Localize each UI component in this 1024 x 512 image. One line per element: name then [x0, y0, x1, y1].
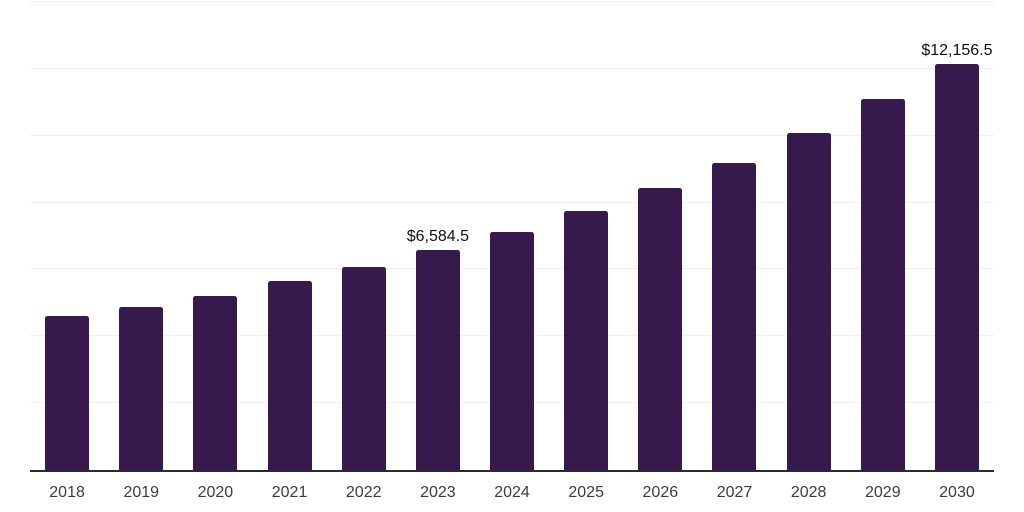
bar-slot — [772, 2, 846, 470]
x-tick-label: 2026 — [642, 484, 679, 501]
bar-slot — [697, 2, 771, 470]
gridline — [30, 67, 994, 69]
bar-2028[interactable] — [786, 132, 831, 470]
bar-slot — [104, 2, 178, 470]
bar-slot — [846, 2, 920, 470]
x-tick-label: 2018 — [49, 484, 85, 501]
bar-2026[interactable] — [638, 187, 683, 470]
bar-slot — [178, 2, 252, 470]
bar-2027[interactable] — [712, 162, 757, 470]
x-tick-label: 2023 — [420, 484, 456, 501]
gridline — [30, 201, 994, 203]
bar-2030[interactable] — [934, 63, 979, 470]
bar-slot — [30, 2, 104, 470]
bar-2021[interactable] — [267, 281, 312, 470]
bar-2022[interactable] — [341, 266, 386, 470]
gridline — [30, 1, 994, 2]
x-tick-label: 2019 — [123, 484, 160, 501]
bar-value-label: $6,584.5 — [406, 227, 469, 245]
bar-2023[interactable] — [415, 249, 460, 470]
bar-2019[interactable] — [119, 306, 164, 470]
bar-2025[interactable] — [564, 210, 609, 470]
x-tick-label: 2020 — [197, 484, 234, 501]
x-tick-label: 2022 — [345, 484, 382, 501]
bar-slot — [327, 2, 401, 470]
x-tick-label: 2024 — [494, 484, 530, 501]
bar-slot — [475, 2, 549, 470]
x-axis-tick-labels: 2018 2019 2020 2021 2022 2023 2024 2025 2026 2027… — [30, 471, 994, 502]
x-tick-label: 2028 — [790, 484, 827, 501]
bar-slot — [623, 2, 697, 470]
bar-value-label: $12,156.5 — [921, 41, 993, 59]
bars-row: $6,584.5 $12,156.5 — [30, 2, 994, 470]
x-tick-label: 2029 — [865, 484, 901, 501]
bar-slot: $12,156.5 — [920, 2, 994, 470]
x-axis-line — [30, 470, 994, 472]
bar-slot: $6,584.5 — [401, 2, 475, 470]
x-tick-label: 2021 — [271, 484, 308, 501]
x-tick-label: 2025 — [568, 484, 604, 501]
gridline — [30, 134, 994, 136]
bar-2024[interactable] — [490, 231, 535, 470]
bar-2020[interactable] — [193, 295, 238, 470]
bar-slot — [549, 2, 623, 470]
bar-2029[interactable] — [860, 98, 905, 470]
bar-2018[interactable] — [45, 316, 90, 470]
x-tick-label: 2030 — [939, 484, 975, 501]
x-tick-label: 2027 — [716, 484, 753, 501]
bar-slot — [252, 2, 326, 470]
plot-area: $6,584.5 $12,156.5 — [30, 1, 994, 470]
